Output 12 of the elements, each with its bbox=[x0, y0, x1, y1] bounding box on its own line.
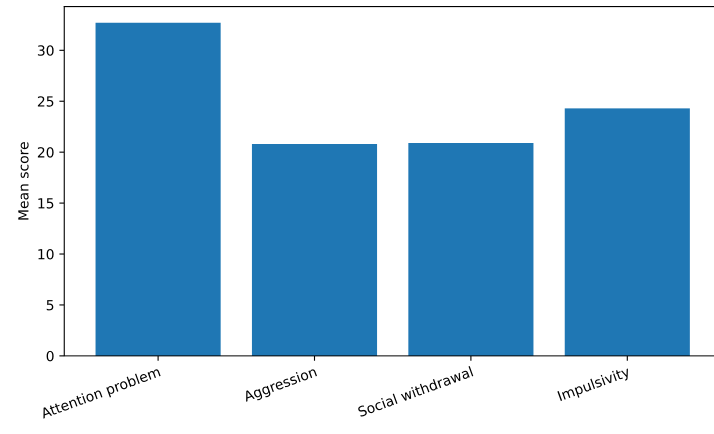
y-tick-label: 30 bbox=[38, 45, 54, 56]
y-tick-label: 25 bbox=[38, 96, 54, 107]
y-tick-label: 20 bbox=[38, 147, 54, 158]
bar bbox=[408, 143, 534, 356]
bar bbox=[564, 108, 690, 356]
y-tick-label: 15 bbox=[38, 198, 54, 209]
bar bbox=[252, 144, 378, 356]
y-tick-label: 0 bbox=[46, 350, 54, 362]
y-axis-title: Mean score bbox=[18, 142, 29, 220]
y-tick-label: 10 bbox=[38, 248, 54, 260]
bar bbox=[96, 22, 221, 356]
y-tick-label: 5 bbox=[46, 300, 54, 310]
